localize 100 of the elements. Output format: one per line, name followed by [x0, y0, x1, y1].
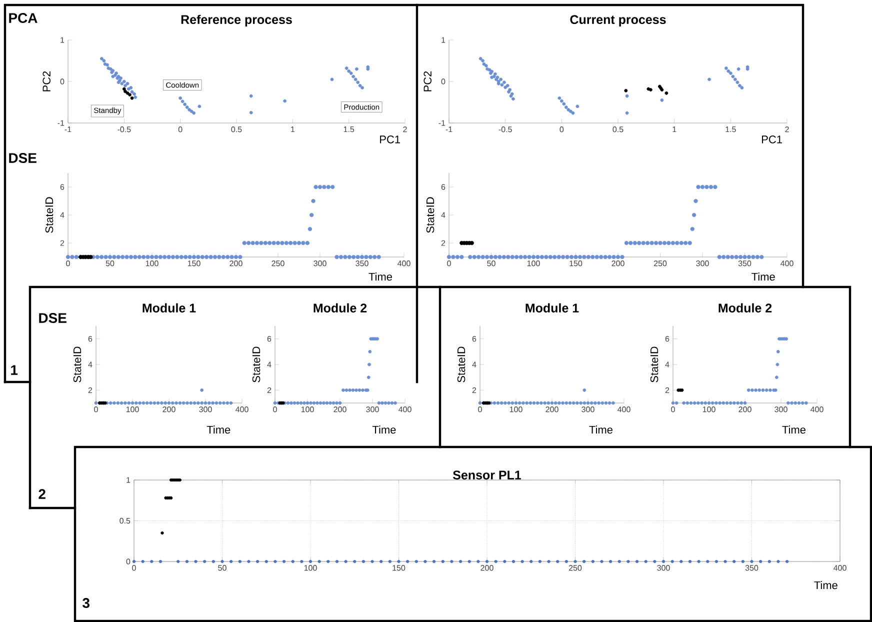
x-tick-label: 2: [785, 126, 789, 132]
x-tick-label: 200: [612, 260, 624, 266]
x-tick-label: 100: [510, 406, 522, 412]
y-axis-title: StateID: [73, 346, 82, 382]
x-tick-label: 0: [447, 260, 451, 266]
y-tick-label: 4: [88, 362, 92, 368]
y-tick-label: 2: [441, 240, 446, 246]
x-axis-title: Time: [368, 272, 392, 281]
x-tick-label: 400: [398, 406, 412, 412]
x-tick-label: 300: [366, 406, 379, 412]
x-tick-label: 100: [304, 565, 317, 571]
y-axis-title: PC2: [42, 71, 50, 92]
x-tick-label: 350: [356, 260, 368, 266]
text: PCA: [9, 13, 38, 23]
y-tick-label: 4: [60, 212, 64, 218]
x-tick-label: -0.5: [498, 126, 512, 132]
x-tick-label: 0.5: [231, 126, 242, 132]
x-axis-title: Time: [752, 272, 775, 281]
x-axis-title: Time: [814, 581, 838, 590]
x-tick-label: 0.5: [612, 126, 624, 132]
chart-title: Module 2: [314, 303, 367, 312]
x-tick-label: -0.5: [118, 126, 131, 132]
x-tick-label: 100: [301, 406, 314, 412]
x-tick-label: 50: [218, 565, 226, 571]
x-tick-label: 0: [66, 260, 70, 266]
text: DSE: [39, 313, 66, 323]
x-tick-label: 0: [178, 126, 182, 132]
x-tick-label: 100: [702, 406, 716, 412]
y-tick-label: 4: [441, 212, 446, 218]
y-axis-title: StateID: [457, 346, 466, 382]
text: 1: [11, 365, 18, 375]
y-axis-title: PC2: [424, 71, 432, 92]
y-axis-title: StateID: [45, 197, 54, 233]
x-tick-label: 150: [188, 260, 200, 266]
x-tick-label: 200: [480, 565, 494, 571]
y-tick-label: 6: [665, 336, 670, 342]
x-tick-label: -1: [446, 126, 452, 132]
x-tick-label: 100: [126, 406, 139, 412]
x-axis-title: PC1: [762, 136, 782, 144]
y-tick-label: 2: [88, 387, 92, 393]
x-tick-label: 150: [570, 260, 582, 266]
y-tick-label: 0: [126, 558, 130, 564]
x-tick-label: 300: [582, 406, 594, 412]
y-tick-label: 2: [267, 387, 272, 393]
x-axis-title: Time: [206, 426, 230, 434]
y-tick-label: 0: [441, 78, 446, 84]
chart-title: Sensor PL1: [452, 470, 522, 480]
x-tick-label: 250: [568, 565, 582, 571]
x-tick-label: 200: [334, 406, 346, 412]
chart-title: Current process: [570, 15, 666, 26]
y-tick-label: 2: [472, 387, 476, 393]
y-tick-label: 1: [442, 37, 446, 43]
y-axis-title: StateID: [252, 346, 260, 382]
y-tick-label: 0: [60, 78, 64, 84]
y-tick-label: 6: [60, 184, 64, 190]
x-tick-label: 100: [146, 260, 158, 266]
y-tick-label: 6: [441, 184, 446, 190]
text: 2: [38, 489, 46, 499]
y-axis-title: StateID: [650, 346, 658, 382]
x-tick-label: 350: [745, 565, 758, 571]
x-tick-label: 300: [657, 565, 670, 571]
x-tick-label: 300: [199, 406, 212, 412]
x-axis-title: Time: [589, 426, 612, 434]
x-tick-label: 400: [236, 406, 248, 412]
text: DSE: [9, 153, 36, 163]
x-tick-label: 1: [291, 126, 295, 132]
x-tick-label: 400: [810, 406, 824, 412]
x-tick-label: 400: [618, 406, 630, 412]
x-axis-title: Time: [782, 426, 806, 434]
y-tick-label: 4: [267, 362, 272, 368]
y-axis-title: StateID: [426, 197, 434, 233]
x-tick-label: 400: [834, 565, 846, 571]
y-tick-label: 6: [267, 336, 272, 342]
x-axis-title: Time: [372, 426, 396, 434]
x-tick-label: 400: [780, 260, 794, 266]
y-tick-label: 6: [472, 336, 476, 342]
y-tick-label: 1: [60, 37, 64, 43]
x-tick-label: -1: [64, 126, 72, 132]
x-tick-label: 0: [273, 406, 277, 412]
y-tick-label: 0.5: [120, 518, 130, 524]
x-tick-label: 1.5: [344, 126, 354, 132]
chart-title: Module 1: [142, 303, 196, 312]
x-tick-label: 50: [487, 260, 496, 266]
y-tick-label: -1: [438, 120, 446, 126]
x-tick-label: 200: [230, 260, 242, 266]
x-tick-label: 150: [392, 565, 406, 571]
x-tick-label: 100: [527, 260, 540, 266]
x-tick-label: 2: [403, 126, 407, 132]
y-tick-label: 4: [472, 362, 476, 368]
x-tick-label: 0: [94, 406, 98, 412]
x-tick-label: 0: [671, 406, 675, 412]
x-tick-label: 1.5: [726, 126, 736, 132]
chart-title: Reference process: [181, 14, 292, 26]
y-tick-label: 2: [665, 387, 670, 393]
x-tick-label: 300: [696, 260, 709, 266]
x-tick-label: 300: [314, 260, 326, 266]
x-axis-title: PC1: [380, 136, 400, 144]
x-tick-label: 200: [546, 406, 558, 412]
x-tick-label: 200: [162, 406, 176, 412]
x-tick-label: 50: [106, 260, 114, 266]
